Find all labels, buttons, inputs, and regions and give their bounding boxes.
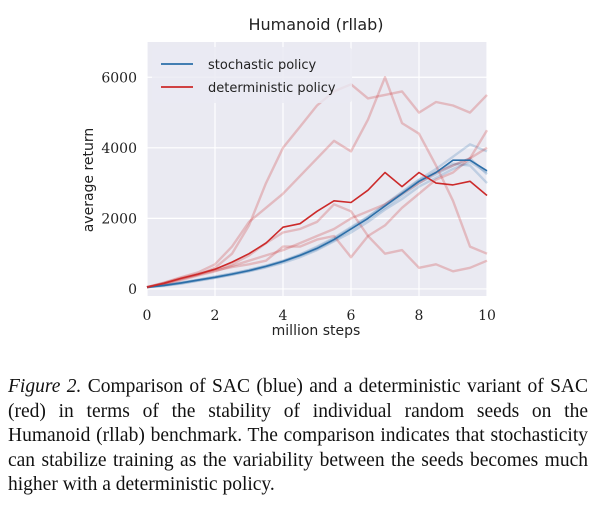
x-tick-label: 6 <box>347 308 356 324</box>
caption-label: Figure 2. <box>8 376 82 397</box>
chart-title: Humanoid (rllab) <box>248 15 383 34</box>
x-axis-label: million steps <box>272 323 361 339</box>
y-tick-label: 2000 <box>101 211 137 227</box>
y-tick-label: 6000 <box>101 70 137 86</box>
x-tick-label: 2 <box>211 308 220 324</box>
legend-label-deterministic: deterministic policy <box>208 81 336 96</box>
deterministic-mean-line <box>146 171 488 288</box>
legend-label-stochastic: stochastic policy <box>208 58 317 73</box>
x-tick-label: 4 <box>279 308 288 324</box>
legend: stochastic policy deterministic policy <box>152 47 352 103</box>
y-tick-label: 4000 <box>101 141 137 157</box>
figure: Humanoid (rllab) 0 2 4 6 8 10 0 2000 4000 6000 mi… <box>81 15 496 339</box>
y-tick-label: 0 <box>128 282 137 298</box>
figure-caption: Figure 2. Comparison of SAC (blue) and a… <box>8 375 588 498</box>
line-chart: Humanoid (rllab) 0 2 4 6 8 10 0 2000 4000 6000 mi… <box>81 15 496 339</box>
x-tick-label: 8 <box>415 308 424 324</box>
x-tick-label: 10 <box>478 308 496 324</box>
legend-box <box>152 47 352 103</box>
series-layer <box>146 76 489 289</box>
y-axis-label: average return <box>81 128 97 233</box>
deterministic-seed-line <box>146 76 488 289</box>
tick-labels: 0 2 4 6 8 10 0 2000 4000 6000 <box>101 70 496 324</box>
caption-text: Comparison of SAC (blue) and a determini… <box>8 376 589 495</box>
x-tick-label: 0 <box>143 308 152 324</box>
stochastic-mean-line <box>146 159 488 288</box>
